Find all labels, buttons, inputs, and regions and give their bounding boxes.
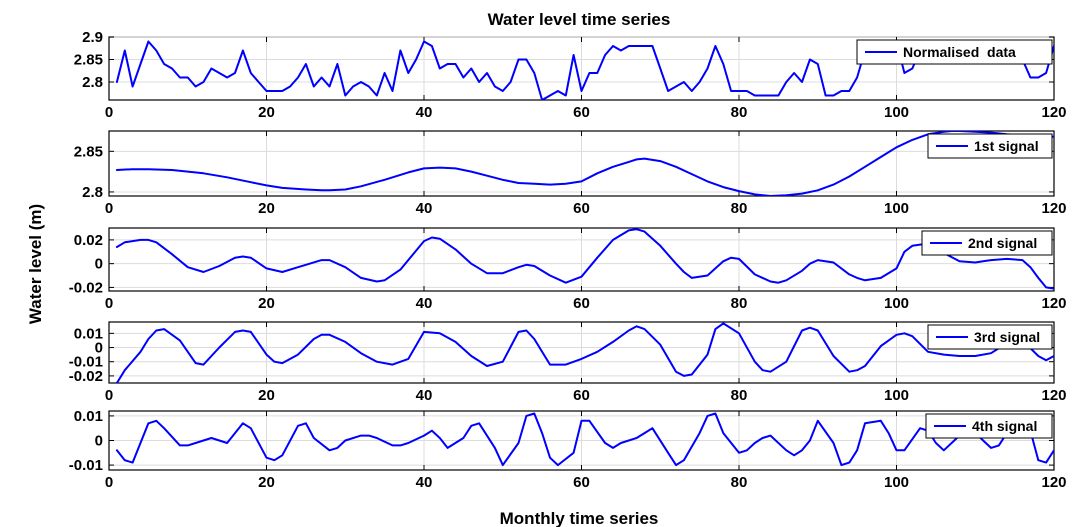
x-tick-label: 20 <box>258 104 275 121</box>
y-tick-label: 2.85 <box>74 143 103 160</box>
legend-label: 4th signal <box>972 418 1037 434</box>
series-line-5 <box>115 412 1054 467</box>
y-tick-label: -0.02 <box>69 279 103 296</box>
x-tick-label: 120 <box>1041 104 1066 121</box>
x-tick-label: 20 <box>258 295 275 312</box>
y-tick-label: 0 <box>95 340 103 357</box>
x-tick-label: 40 <box>416 295 433 312</box>
legend-label: 3rd signal <box>974 329 1040 345</box>
x-tick-label: 80 <box>731 295 748 312</box>
subplot-1: 0 20 40 60 80 100 120 2.8 2.85 2.9 Normalised data <box>74 29 1067 121</box>
series-line-2 <box>115 131 1054 196</box>
legend: 1st signal <box>927 133 1053 159</box>
y-tick-label: -0.01 <box>69 354 103 371</box>
x-tick-label: 100 <box>884 474 909 491</box>
y-tick-label: 2.85 <box>74 52 103 69</box>
x-tick-label: 60 <box>573 387 590 404</box>
x-tick-label: 40 <box>416 474 433 491</box>
y-axis-label: Water level (m) <box>26 204 45 324</box>
y-tick-label: 0 <box>95 256 103 273</box>
x-tick-label: 20 <box>258 387 275 404</box>
series-line-3 <box>115 228 1054 290</box>
x-tick-label: 120 <box>1041 474 1066 491</box>
y-tick-label: -0.01 <box>69 457 103 474</box>
y-tick-label: 2.9 <box>82 29 103 46</box>
x-tick-label: 120 <box>1041 295 1066 312</box>
series-line-4 <box>115 322 1054 383</box>
x-tick-label: 40 <box>416 104 433 121</box>
x-tick-label: 80 <box>731 200 748 217</box>
y-tick-label: 0.02 <box>74 232 103 249</box>
x-tick-label: 60 <box>573 104 590 121</box>
legend: 4th signal <box>925 413 1053 439</box>
x-tick-label: 20 <box>258 200 275 217</box>
x-tick-label: 60 <box>573 295 590 312</box>
x-axis-label: Monthly time series <box>500 509 659 527</box>
x-tick-label: 0 <box>105 387 113 404</box>
x-tick-label: 100 <box>884 200 909 217</box>
legend-label: 1st signal <box>974 138 1039 154</box>
x-tick-label: 0 <box>105 200 113 217</box>
x-tick-label: 0 <box>105 474 113 491</box>
y-tick-label: -0.02 <box>69 368 103 385</box>
x-tick-label: 60 <box>573 474 590 491</box>
x-tick-label: 100 <box>884 295 909 312</box>
legend: 3rd signal <box>927 324 1053 350</box>
x-tick-label: 60 <box>573 200 590 217</box>
legend: 2nd signal <box>921 230 1053 256</box>
y-tick-label: 2.8 <box>82 184 103 201</box>
x-tick-label: 20 <box>258 474 275 491</box>
legend-label: Normalised data <box>903 44 1016 60</box>
x-tick-label: 80 <box>731 387 748 404</box>
y-tick-label: 0.01 <box>74 408 103 425</box>
x-tick-label: 40 <box>416 200 433 217</box>
y-tick-label: 2.8 <box>82 74 103 91</box>
x-tick-label: 80 <box>731 104 748 121</box>
x-tick-label: 120 <box>1041 387 1066 404</box>
x-tick-label: 40 <box>416 387 433 404</box>
x-tick-label: 100 <box>884 104 909 121</box>
y-tick-label: 0 <box>95 433 103 450</box>
subplots: 0 20 40 60 80 100 120 2.8 2.85 2.9 Normalised data… <box>69 29 1067 491</box>
legend: Normalised data <box>856 39 1053 65</box>
x-tick-label: 0 <box>105 104 113 121</box>
x-tick-label: 100 <box>884 387 909 404</box>
x-tick-label: 120 <box>1041 200 1066 217</box>
x-tick-label: 0 <box>105 295 113 312</box>
subplot-2: 0 20 40 60 80 100 120 2.8 2.85 1st signal <box>74 130 1067 217</box>
chart-title: Water level time series <box>488 10 671 29</box>
legend-label: 2nd signal <box>968 235 1037 251</box>
y-tick-label: 0.01 <box>74 325 103 342</box>
x-tick-label: 80 <box>731 474 748 491</box>
